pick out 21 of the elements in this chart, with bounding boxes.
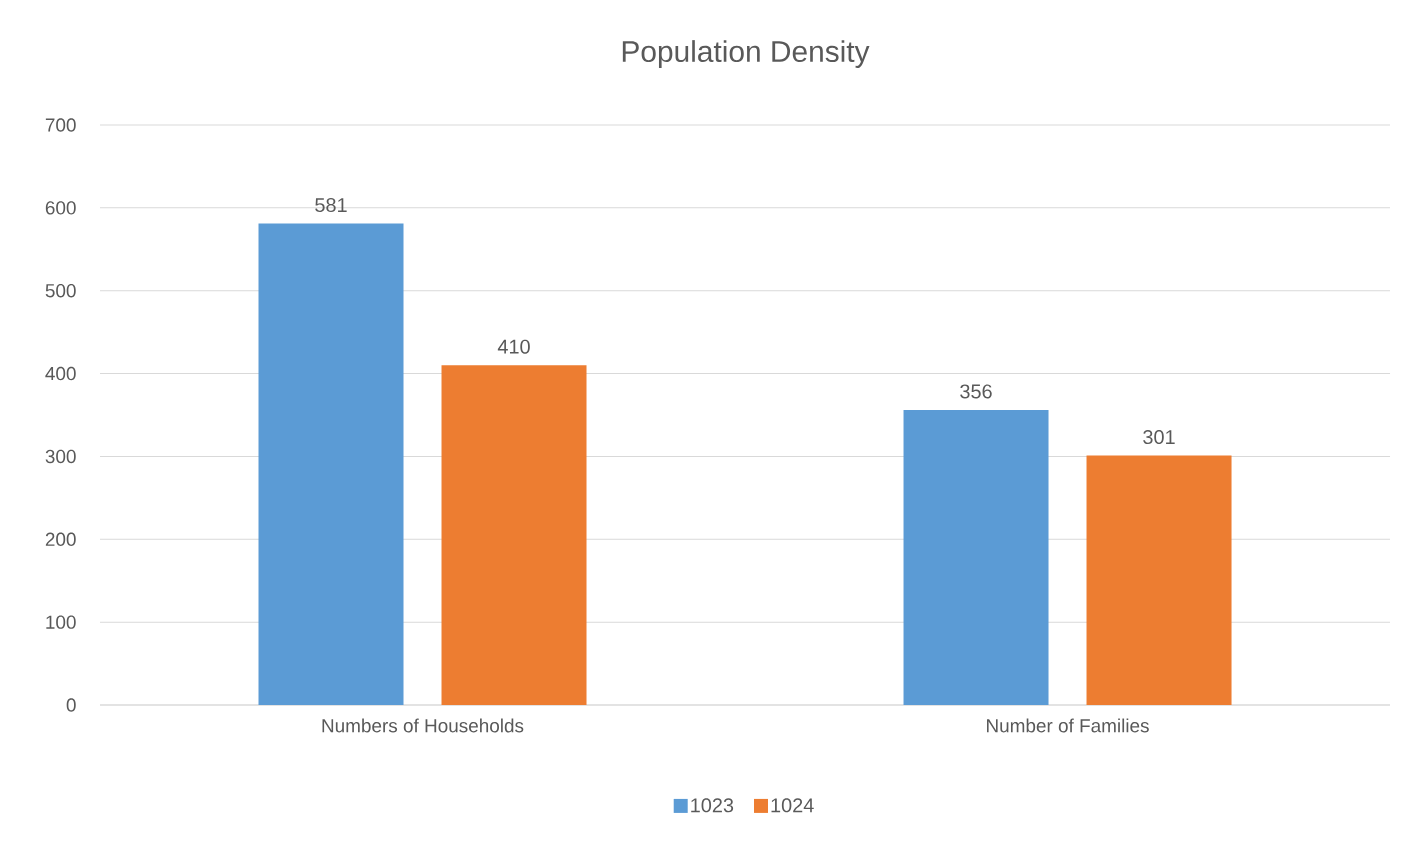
data-label: 581 <box>315 197 347 213</box>
y-tick-label: 100 <box>46 615 76 629</box>
data-label: 356 <box>960 384 992 399</box>
chart-title: Population Density <box>622 40 870 68</box>
data-label: 301 <box>1143 429 1175 445</box>
bar <box>903 410 1049 705</box>
legend-label: 1024 <box>771 798 814 813</box>
bar <box>1086 455 1232 705</box>
bar <box>441 365 587 705</box>
bar <box>258 223 404 705</box>
y-tick-label: 400 <box>45 366 76 381</box>
y-tick-label: 0 <box>66 698 76 712</box>
legend-label: 1023 <box>691 798 734 813</box>
data-label: 410 <box>497 339 530 354</box>
y-tick-label: 200 <box>45 532 76 546</box>
x-tick-label: Numbers of Households <box>322 718 524 733</box>
y-tick-label: 300 <box>45 449 76 464</box>
y-tick-label: 600 <box>45 201 76 215</box>
y-tick-label: 700 <box>45 118 76 132</box>
y-tick-label: 500 <box>45 284 76 298</box>
x-tick-label: Number of Families <box>987 718 1149 733</box>
